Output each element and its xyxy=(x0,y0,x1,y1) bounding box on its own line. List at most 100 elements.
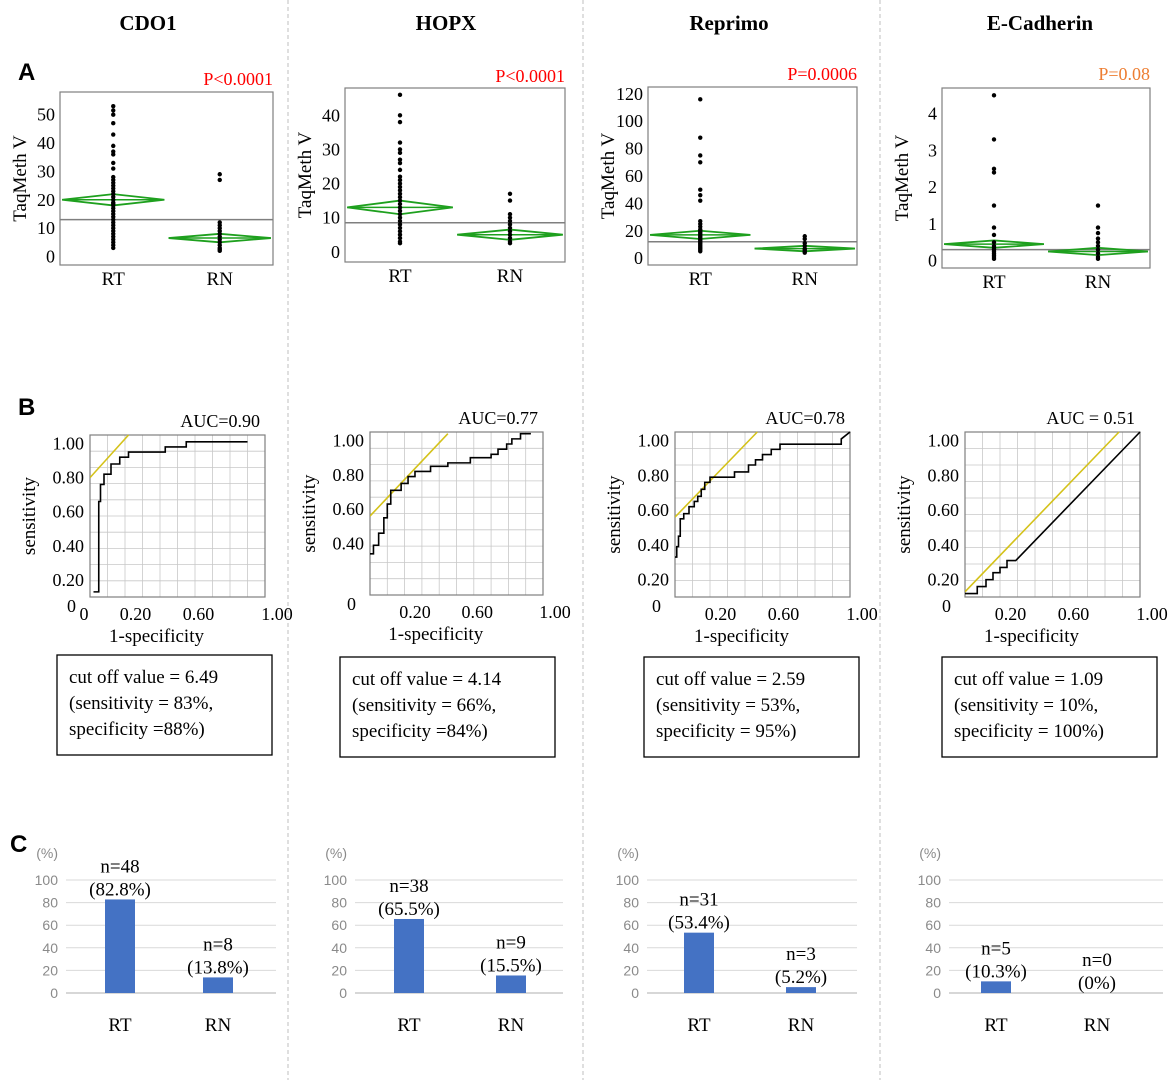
gene-column: E-Cadherin 0 1 2 3 4 TaqMeth V RT RN P=0.08 AUC = … xyxy=(892,11,1168,1036)
data-point xyxy=(397,215,403,220)
x-tick-label: 0 xyxy=(80,604,89,624)
data-point xyxy=(397,201,403,207)
plot-frame xyxy=(674,431,851,598)
y-tick-label: 0.40 xyxy=(928,535,960,555)
roc-plot: AUC=0.78 0.20 0.40 0.60 0.80 1.00 0 0.20 0.60 1.0… xyxy=(604,408,878,647)
y-tick-label: 100 xyxy=(616,111,643,131)
panel-letter-b: B xyxy=(18,394,35,421)
y-tick-label: 20 xyxy=(42,962,58,978)
plot-frame xyxy=(89,434,266,598)
y-tick-label: 80 xyxy=(625,139,643,159)
y-axis-title: TaqMeth V xyxy=(598,133,619,220)
y-tick-label: 0 xyxy=(50,985,58,1001)
bar xyxy=(203,977,233,993)
y-tick-label: 0.40 xyxy=(53,536,85,556)
y-tick-label: 60 xyxy=(331,917,347,933)
x-category-label: RT xyxy=(388,266,412,287)
x-tick-label: 0.20 xyxy=(120,604,152,624)
y-tick-label: 0.60 xyxy=(928,500,960,520)
data-point xyxy=(397,181,403,186)
data-point xyxy=(698,192,703,198)
x-category-label: RN xyxy=(207,269,234,290)
y-tick-label: 0.20 xyxy=(638,570,670,590)
x-tick-label: 1.00 xyxy=(539,602,571,622)
x-tick-label: 0.20 xyxy=(399,602,431,622)
y-tick-label: 0.80 xyxy=(53,468,85,488)
data-point xyxy=(111,143,116,149)
x-tick-label: 0.20 xyxy=(705,604,737,624)
x-category-label: RN xyxy=(205,1015,232,1036)
y-tick-label: 0.80 xyxy=(333,465,365,485)
y-tick-label: 4 xyxy=(928,104,937,124)
roc-reference-line xyxy=(965,431,1120,593)
origin-label: 0 xyxy=(942,596,951,616)
data-point xyxy=(397,222,403,227)
y-tick-label: 60 xyxy=(925,917,941,933)
y-tick-label: 1.00 xyxy=(333,431,365,451)
y-axis-title: TaqMeth V xyxy=(295,132,316,219)
y-tick-label: 1.00 xyxy=(928,431,960,451)
data-point xyxy=(111,112,116,117)
x-tick-label: 0.60 xyxy=(462,602,494,622)
y-tick-label: 0.20 xyxy=(928,570,960,590)
dot-plot: 0 10 20 30 40 TaqMeth V RT RN P<0.0001 xyxy=(295,66,566,287)
x-tick-label: 1.00 xyxy=(261,604,293,624)
bar-percent-label: (10.3%) xyxy=(965,961,1027,982)
data-point xyxy=(991,225,997,230)
y-tick-label: 30 xyxy=(322,139,340,159)
y-tick-label: 1 xyxy=(928,214,937,234)
data-point xyxy=(991,203,997,208)
y-tick-label: 0.60 xyxy=(53,502,85,522)
data-point xyxy=(991,240,997,245)
data-point xyxy=(397,191,403,196)
y-tick-label: 40 xyxy=(322,105,340,125)
data-point xyxy=(397,147,403,152)
x-category-label: RT xyxy=(687,1015,711,1036)
x-category-label: RN xyxy=(1084,1015,1111,1036)
data-point xyxy=(397,119,403,125)
bar xyxy=(105,899,135,993)
data-point xyxy=(991,166,997,172)
panel-letter-c: C xyxy=(10,831,27,858)
plot-frame xyxy=(344,87,566,263)
data-point xyxy=(397,157,403,162)
data-point xyxy=(507,232,513,237)
cutoff-text-line: (sensitivity = 10%, xyxy=(954,695,1098,716)
auc-label: AUC=0.77 xyxy=(458,408,538,428)
bar xyxy=(496,975,526,993)
bar-percent-label: (5.2%) xyxy=(775,967,827,988)
y-tick-label: 40 xyxy=(37,133,55,153)
x-axis-title: 1-specificity xyxy=(388,624,483,645)
y-tick-label: 100 xyxy=(324,872,348,888)
bar-percent-label: (53.4%) xyxy=(668,913,730,934)
bar-count-label: n=48 xyxy=(100,856,139,877)
y-tick-label: 2 xyxy=(928,177,937,197)
y-tick-label: 20 xyxy=(623,962,639,978)
cutoff-text-line: cut off value = 4.14 xyxy=(352,669,502,690)
y-tick-label: 30 xyxy=(37,161,55,181)
p-value-label: P=0.0006 xyxy=(787,64,857,84)
bar-count-label: n=38 xyxy=(389,876,428,897)
data-point xyxy=(111,108,116,113)
y-tick-label: 0 xyxy=(46,246,55,266)
y-axis-title: sensitivity xyxy=(894,475,915,554)
x-axis-title: 1-specificity xyxy=(984,626,1079,647)
y-unit-label: (%) xyxy=(36,845,58,861)
data-point xyxy=(111,152,116,157)
cutoff-text-line: (sensitivity = 66%, xyxy=(352,695,496,716)
cutoff-box-border xyxy=(56,654,273,756)
data-point xyxy=(397,167,403,173)
data-point xyxy=(397,160,403,166)
x-category-label: RT xyxy=(689,269,713,290)
y-tick-label: 100 xyxy=(616,872,640,888)
data-point xyxy=(217,172,222,177)
x-tick-label: 1.00 xyxy=(846,604,878,624)
y-tick-label: 0 xyxy=(331,242,340,262)
roc-curve xyxy=(965,431,1141,595)
data-point xyxy=(698,249,703,254)
data-point xyxy=(507,222,513,227)
plot-frame xyxy=(369,431,544,596)
x-category-label: RT xyxy=(102,269,126,290)
